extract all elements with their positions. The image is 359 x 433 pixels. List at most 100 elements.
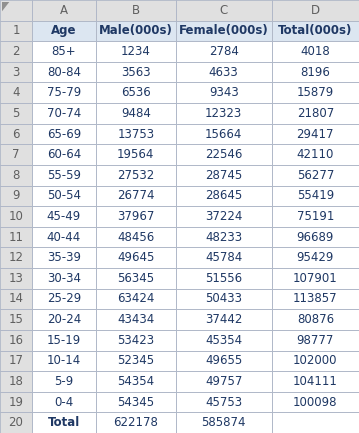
Bar [96, 371, 176, 392]
Bar [176, 227, 272, 247]
Text: 107901: 107901 [293, 272, 338, 285]
Bar [32, 309, 96, 330]
Bar [96, 412, 176, 433]
Text: 80876: 80876 [297, 313, 334, 326]
Bar [32, 124, 96, 144]
Bar [0, 0, 32, 21]
Bar [272, 371, 359, 392]
Text: 5: 5 [12, 107, 20, 120]
Bar [96, 0, 176, 21]
Text: 50433: 50433 [205, 292, 242, 305]
Bar [272, 82, 359, 103]
Bar [272, 0, 359, 21]
Bar [272, 309, 359, 330]
Text: 113857: 113857 [293, 292, 337, 305]
Text: 43434: 43434 [117, 313, 154, 326]
Text: 85+: 85+ [52, 45, 76, 58]
Bar [176, 289, 272, 309]
Text: 4633: 4633 [209, 66, 239, 79]
Text: 13: 13 [9, 272, 23, 285]
Bar [0, 124, 32, 144]
Bar [272, 21, 359, 41]
Text: 17: 17 [9, 354, 23, 367]
Bar [96, 186, 176, 206]
Text: 10: 10 [9, 210, 23, 223]
Bar [32, 0, 96, 21]
Text: 19: 19 [9, 396, 23, 409]
Text: 49655: 49655 [205, 354, 242, 367]
Bar [176, 392, 272, 412]
Text: 15-19: 15-19 [47, 334, 81, 347]
Text: 3563: 3563 [121, 66, 151, 79]
Bar [176, 144, 272, 165]
Text: 622178: 622178 [113, 416, 158, 429]
Text: 28645: 28645 [205, 189, 242, 202]
Text: 18: 18 [9, 375, 23, 388]
Bar [272, 186, 359, 206]
Text: 37442: 37442 [205, 313, 242, 326]
Text: 75-79: 75-79 [47, 86, 81, 99]
Text: 8: 8 [12, 169, 20, 182]
Text: 4018: 4018 [300, 45, 330, 58]
Text: B: B [132, 4, 140, 17]
Text: 11: 11 [9, 231, 23, 244]
Bar [176, 268, 272, 289]
Bar [32, 268, 96, 289]
Bar [176, 412, 272, 433]
Bar [96, 144, 176, 165]
Bar [96, 165, 176, 186]
Bar [32, 289, 96, 309]
Text: 25-29: 25-29 [47, 292, 81, 305]
Bar [0, 165, 32, 186]
Bar [96, 21, 176, 41]
Text: 45-49: 45-49 [47, 210, 81, 223]
Text: C: C [220, 4, 228, 17]
Text: 9: 9 [12, 189, 20, 202]
Bar [32, 392, 96, 412]
Bar [176, 330, 272, 351]
Text: 0-4: 0-4 [54, 396, 74, 409]
Bar [96, 330, 176, 351]
Text: 51556: 51556 [205, 272, 242, 285]
Text: 102000: 102000 [293, 354, 337, 367]
Bar [96, 392, 176, 412]
Text: 14: 14 [9, 292, 23, 305]
Bar [176, 41, 272, 62]
Bar [96, 227, 176, 247]
Text: 65-69: 65-69 [47, 128, 81, 141]
Text: 70-74: 70-74 [47, 107, 81, 120]
Text: 4: 4 [12, 86, 20, 99]
Text: 100098: 100098 [293, 396, 337, 409]
Bar [32, 82, 96, 103]
Bar [32, 351, 96, 371]
Text: 55419: 55419 [297, 189, 334, 202]
Text: 96689: 96689 [297, 231, 334, 244]
Bar [96, 247, 176, 268]
Text: 16: 16 [9, 334, 23, 347]
Bar [32, 144, 96, 165]
Text: 9343: 9343 [209, 86, 239, 99]
Bar [176, 247, 272, 268]
Text: 53423: 53423 [117, 334, 154, 347]
Bar [176, 62, 272, 82]
Text: 50-54: 50-54 [47, 189, 81, 202]
Bar [176, 0, 272, 21]
Text: Male(000s): Male(000s) [99, 24, 173, 37]
Text: 15879: 15879 [297, 86, 334, 99]
Bar [272, 330, 359, 351]
Text: 585874: 585874 [201, 416, 246, 429]
Bar [0, 392, 32, 412]
Text: 48233: 48233 [205, 231, 242, 244]
Text: 104111: 104111 [293, 375, 338, 388]
Text: 1234: 1234 [121, 45, 151, 58]
Text: 54345: 54345 [117, 396, 154, 409]
Text: D: D [311, 4, 320, 17]
Text: 3: 3 [12, 66, 20, 79]
Bar [0, 309, 32, 330]
Bar [272, 144, 359, 165]
Text: A: A [60, 4, 68, 17]
Text: 20-24: 20-24 [47, 313, 81, 326]
Text: 98777: 98777 [297, 334, 334, 347]
Bar [272, 165, 359, 186]
Bar [96, 268, 176, 289]
